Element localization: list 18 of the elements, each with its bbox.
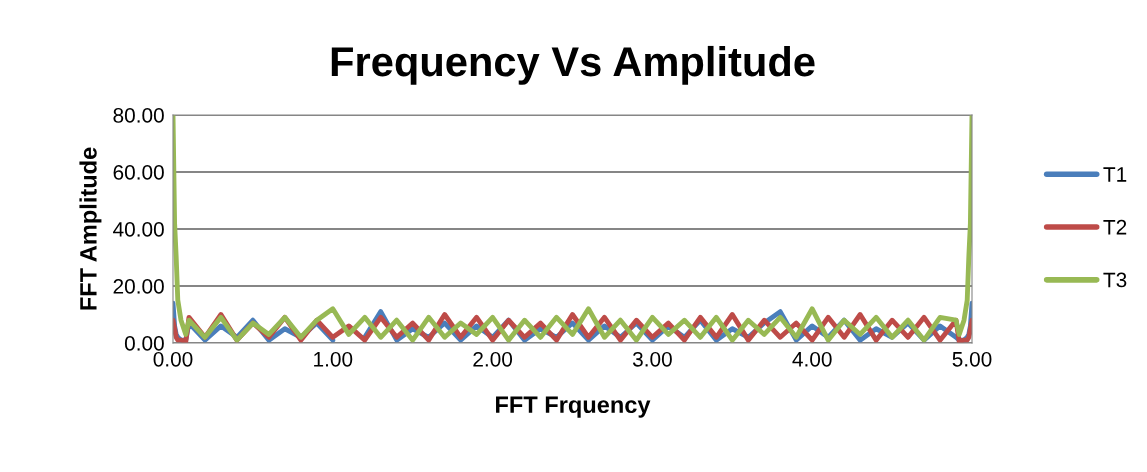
y-axis-title: FFT Amplitude bbox=[79, 147, 102, 310]
y-tick-label: 60.00 bbox=[113, 165, 164, 180]
x-axis-title: FFT Frquency bbox=[496, 396, 651, 418]
x-tick-label: 5.00 bbox=[952, 351, 992, 367]
y-tick-label: 20.00 bbox=[113, 279, 164, 294]
line-series bbox=[173, 115, 972, 343]
x-tick-label: 2.00 bbox=[473, 351, 513, 367]
x-tick-label: 4.00 bbox=[792, 351, 832, 367]
x-tick-label: 1.00 bbox=[314, 351, 353, 367]
legend-label: T1 bbox=[1103, 167, 1127, 182]
chart-title: Frequency Vs Amplitude bbox=[331, 45, 815, 85]
x-tick-label: 0.00 bbox=[153, 351, 193, 367]
y-tick-label: 80.00 bbox=[113, 108, 164, 123]
legend-label: T3 bbox=[1103, 272, 1127, 288]
legend-label: T2 bbox=[1103, 219, 1127, 235]
x-tick-label: 3.00 bbox=[632, 351, 672, 367]
y-tick-label: 40.00 bbox=[113, 222, 164, 237]
y-tick-label: 0.00 bbox=[124, 336, 164, 351]
